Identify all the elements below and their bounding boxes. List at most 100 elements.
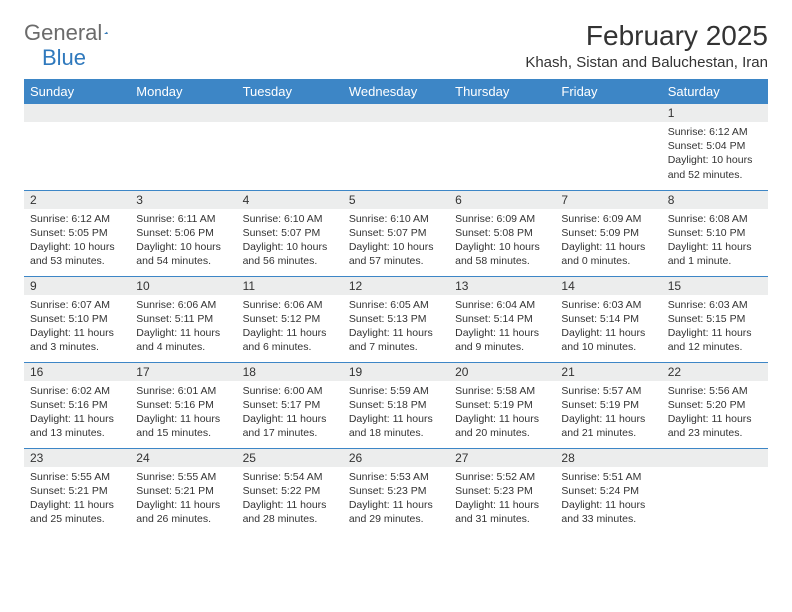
day-content: Sunrise: 6:10 AMSunset: 5:07 PMDaylight:… xyxy=(237,209,343,273)
day-content: Sunrise: 6:12 AMSunset: 5:04 PMDaylight:… xyxy=(662,122,768,186)
day-number: 24 xyxy=(130,449,236,467)
day-content: Sunrise: 6:02 AMSunset: 5:16 PMDaylight:… xyxy=(24,381,130,445)
day-number: 27 xyxy=(449,449,555,467)
day-number: 20 xyxy=(449,363,555,381)
calendar-day-cell: 20Sunrise: 5:58 AMSunset: 5:19 PMDayligh… xyxy=(449,362,555,448)
calendar-day-cell: 15Sunrise: 6:03 AMSunset: 5:15 PMDayligh… xyxy=(662,276,768,362)
calendar-day-cell xyxy=(24,104,130,190)
calendar-day-cell xyxy=(237,104,343,190)
calendar-day-cell: 16Sunrise: 6:02 AMSunset: 5:16 PMDayligh… xyxy=(24,362,130,448)
day-content: Sunrise: 5:51 AMSunset: 5:24 PMDaylight:… xyxy=(555,467,661,531)
calendar-week-row: 23Sunrise: 5:55 AMSunset: 5:21 PMDayligh… xyxy=(24,448,768,534)
day-number: 14 xyxy=(555,277,661,295)
calendar-day-cell: 7Sunrise: 6:09 AMSunset: 5:09 PMDaylight… xyxy=(555,190,661,276)
logo-text-blue: Blue xyxy=(42,45,86,71)
day-content: Sunrise: 6:00 AMSunset: 5:17 PMDaylight:… xyxy=(237,381,343,445)
day-number: 15 xyxy=(662,277,768,295)
day-content: Sunrise: 5:56 AMSunset: 5:20 PMDaylight:… xyxy=(662,381,768,445)
calendar-day-cell: 13Sunrise: 6:04 AMSunset: 5:14 PMDayligh… xyxy=(449,276,555,362)
calendar-day-cell: 11Sunrise: 6:06 AMSunset: 5:12 PMDayligh… xyxy=(237,276,343,362)
weekday-header: Friday xyxy=(555,79,661,104)
calendar-day-cell: 10Sunrise: 6:06 AMSunset: 5:11 PMDayligh… xyxy=(130,276,236,362)
calendar-day-cell xyxy=(662,448,768,534)
calendar-day-cell: 9Sunrise: 6:07 AMSunset: 5:10 PMDaylight… xyxy=(24,276,130,362)
day-content: Sunrise: 5:57 AMSunset: 5:19 PMDaylight:… xyxy=(555,381,661,445)
day-number xyxy=(449,104,555,122)
weekday-header: Saturday xyxy=(662,79,768,104)
calendar-day-cell: 3Sunrise: 6:11 AMSunset: 5:06 PMDaylight… xyxy=(130,190,236,276)
location: Khash, Sistan and Baluchestan, Iran xyxy=(525,54,768,71)
weekday-header: Tuesday xyxy=(237,79,343,104)
weekday-header: Sunday xyxy=(24,79,130,104)
calendar-day-cell: 18Sunrise: 6:00 AMSunset: 5:17 PMDayligh… xyxy=(237,362,343,448)
day-content: Sunrise: 5:54 AMSunset: 5:22 PMDaylight:… xyxy=(237,467,343,531)
calendar-day-cell: 17Sunrise: 6:01 AMSunset: 5:16 PMDayligh… xyxy=(130,362,236,448)
calendar-week-row: 9Sunrise: 6:07 AMSunset: 5:10 PMDaylight… xyxy=(24,276,768,362)
calendar-day-cell: 6Sunrise: 6:09 AMSunset: 5:08 PMDaylight… xyxy=(449,190,555,276)
header: General February 2025 Khash, Sistan and … xyxy=(24,20,768,71)
day-number: 6 xyxy=(449,191,555,209)
day-content: Sunrise: 6:11 AMSunset: 5:06 PMDaylight:… xyxy=(130,209,236,273)
calendar-day-cell: 5Sunrise: 6:10 AMSunset: 5:07 PMDaylight… xyxy=(343,190,449,276)
day-number: 13 xyxy=(449,277,555,295)
day-number: 11 xyxy=(237,277,343,295)
day-number: 2 xyxy=(24,191,130,209)
day-number: 25 xyxy=(237,449,343,467)
day-number: 23 xyxy=(24,449,130,467)
day-number: 17 xyxy=(130,363,236,381)
calendar-day-cell: 8Sunrise: 6:08 AMSunset: 5:10 PMDaylight… xyxy=(662,190,768,276)
day-content: Sunrise: 6:06 AMSunset: 5:12 PMDaylight:… xyxy=(237,295,343,359)
day-content: Sunrise: 6:03 AMSunset: 5:15 PMDaylight:… xyxy=(662,295,768,359)
calendar-week-row: 16Sunrise: 6:02 AMSunset: 5:16 PMDayligh… xyxy=(24,362,768,448)
day-content: Sunrise: 6:10 AMSunset: 5:07 PMDaylight:… xyxy=(343,209,449,273)
calendar-day-cell xyxy=(130,104,236,190)
day-content: Sunrise: 6:08 AMSunset: 5:10 PMDaylight:… xyxy=(662,209,768,273)
logo: General xyxy=(24,20,128,46)
title-block: February 2025 Khash, Sistan and Baluches… xyxy=(525,20,768,71)
calendar-day-cell: 26Sunrise: 5:53 AMSunset: 5:23 PMDayligh… xyxy=(343,448,449,534)
day-number: 8 xyxy=(662,191,768,209)
day-number: 3 xyxy=(130,191,236,209)
day-content: Sunrise: 6:04 AMSunset: 5:14 PMDaylight:… xyxy=(449,295,555,359)
day-content: Sunrise: 5:59 AMSunset: 5:18 PMDaylight:… xyxy=(343,381,449,445)
day-content: Sunrise: 5:55 AMSunset: 5:21 PMDaylight:… xyxy=(24,467,130,531)
weekday-header: Wednesday xyxy=(343,79,449,104)
day-number: 7 xyxy=(555,191,661,209)
day-number: 1 xyxy=(662,104,768,122)
calendar-day-cell: 23Sunrise: 5:55 AMSunset: 5:21 PMDayligh… xyxy=(24,448,130,534)
day-content: Sunrise: 6:12 AMSunset: 5:05 PMDaylight:… xyxy=(24,209,130,273)
calendar-day-cell xyxy=(449,104,555,190)
weekday-header-row: Sunday Monday Tuesday Wednesday Thursday… xyxy=(24,79,768,104)
calendar-day-cell: 2Sunrise: 6:12 AMSunset: 5:05 PMDaylight… xyxy=(24,190,130,276)
calendar-day-cell: 24Sunrise: 5:55 AMSunset: 5:21 PMDayligh… xyxy=(130,448,236,534)
calendar-day-cell: 4Sunrise: 6:10 AMSunset: 5:07 PMDaylight… xyxy=(237,190,343,276)
day-content: Sunrise: 6:06 AMSunset: 5:11 PMDaylight:… xyxy=(130,295,236,359)
day-number xyxy=(130,104,236,122)
day-number: 28 xyxy=(555,449,661,467)
day-number: 10 xyxy=(130,277,236,295)
day-content: Sunrise: 5:58 AMSunset: 5:19 PMDaylight:… xyxy=(449,381,555,445)
day-number: 18 xyxy=(237,363,343,381)
day-number xyxy=(555,104,661,122)
calendar-day-cell: 25Sunrise: 5:54 AMSunset: 5:22 PMDayligh… xyxy=(237,448,343,534)
day-content: Sunrise: 6:09 AMSunset: 5:08 PMDaylight:… xyxy=(449,209,555,273)
day-content: Sunrise: 5:55 AMSunset: 5:21 PMDaylight:… xyxy=(130,467,236,531)
calendar-day-cell: 19Sunrise: 5:59 AMSunset: 5:18 PMDayligh… xyxy=(343,362,449,448)
day-number: 19 xyxy=(343,363,449,381)
day-number: 16 xyxy=(24,363,130,381)
day-number: 26 xyxy=(343,449,449,467)
logo-triangle-icon xyxy=(104,24,108,42)
weekday-header: Monday xyxy=(130,79,236,104)
calendar-day-cell: 1Sunrise: 6:12 AMSunset: 5:04 PMDaylight… xyxy=(662,104,768,190)
calendar-day-cell: 28Sunrise: 5:51 AMSunset: 5:24 PMDayligh… xyxy=(555,448,661,534)
weekday-header: Thursday xyxy=(449,79,555,104)
day-number: 22 xyxy=(662,363,768,381)
calendar-day-cell xyxy=(343,104,449,190)
day-number: 9 xyxy=(24,277,130,295)
day-number xyxy=(24,104,130,122)
day-content: Sunrise: 6:03 AMSunset: 5:14 PMDaylight:… xyxy=(555,295,661,359)
calendar-day-cell: 22Sunrise: 5:56 AMSunset: 5:20 PMDayligh… xyxy=(662,362,768,448)
day-number: 12 xyxy=(343,277,449,295)
calendar-week-row: 1Sunrise: 6:12 AMSunset: 5:04 PMDaylight… xyxy=(24,104,768,190)
calendar-day-cell xyxy=(555,104,661,190)
